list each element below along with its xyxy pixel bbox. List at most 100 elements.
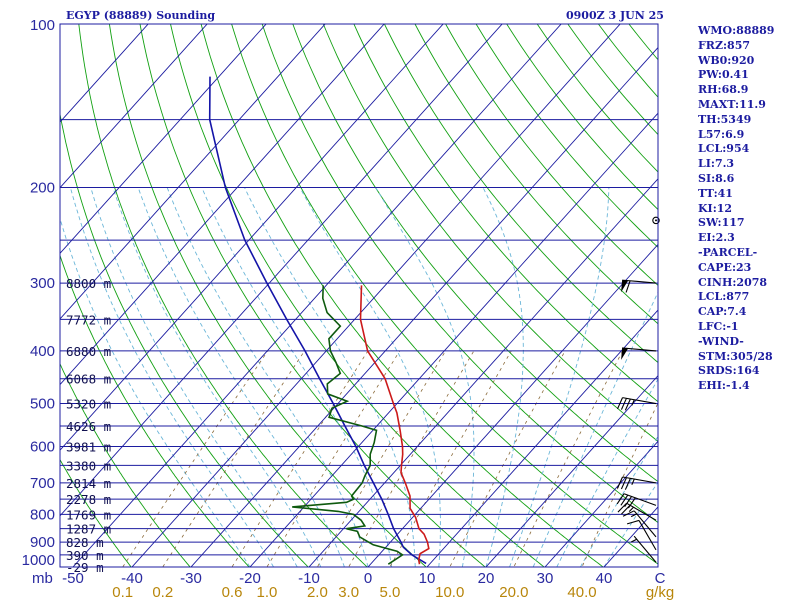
height-label: 390 m [66, 548, 104, 563]
wind-section-heading: -WIND- [698, 334, 744, 348]
plot-background [60, 24, 658, 567]
temperature-line [359, 285, 430, 565]
dewpoint-line [292, 285, 404, 565]
wind-barb [652, 216, 660, 225]
index-cap: CAP:7.4 [698, 305, 747, 319]
mixing-ratio-label: 40.0 [567, 584, 596, 600]
dry-adiabat [231, 24, 658, 565]
dry-adiabat [414, 24, 658, 325]
valid-time: 0900Z 3 JUN 25 [566, 9, 664, 22]
pressure-tick-label: 800 [30, 506, 55, 523]
temperature-tick-label: -10 [298, 570, 320, 587]
moist-adiabat [532, 291, 658, 567]
height-label: 1287 m [66, 522, 111, 537]
height-label: 8800 m [66, 276, 111, 291]
dry-adiabat [292, 24, 658, 483]
index-cape: CAPE:23 [698, 260, 752, 274]
temperature-tick-label: -20 [239, 570, 261, 587]
isotherm-line [60, 24, 326, 320]
barb-full-feather [617, 502, 627, 513]
barb-full-feather [627, 497, 636, 509]
barb-half-feather [630, 538, 637, 543]
barb-shaft [622, 476, 657, 484]
barb-full-feather [624, 398, 631, 411]
index-sw: SW:117 [698, 216, 745, 230]
mixing-ratio-label: 0.2 [152, 584, 173, 600]
pressure-tick-label: 400 [30, 343, 55, 360]
temperature-tick-label: 10 [419, 570, 436, 587]
temperature-tick-label: 30 [537, 570, 554, 587]
barb-shaft [626, 502, 657, 521]
barb-half-feather [630, 513, 637, 518]
index-si: SI:8.6 [698, 171, 735, 185]
height-label: 4626 m [66, 419, 111, 434]
barb-full-feather [624, 496, 633, 508]
index-ei: EI:2.3 [698, 231, 735, 245]
calm-wind-marker [652, 216, 660, 225]
isotherm-line [60, 24, 267, 254]
dry-adiabat [770, 12, 800, 579]
dry-adiabat [261, 24, 658, 524]
mixing-ratio-line [581, 402, 658, 567]
height-label: 2278 m [66, 492, 111, 507]
temperature-tick-label: -30 [180, 570, 202, 587]
mixing-ratio-line [162, 350, 305, 567]
dry-adiabat [60, 458, 132, 567]
wind-barb [621, 279, 657, 293]
mixing-ratio-line [348, 350, 475, 567]
index-maxt: MAXT:11.9 [698, 97, 766, 111]
isotherm-line [308, 178, 658, 567]
pressure-tick-label: 1000 [22, 552, 55, 569]
mixing-ratio-line [389, 350, 512, 567]
mixing-ratio-line [266, 350, 401, 567]
temperature-tick-label: -40 [121, 570, 143, 587]
index-tt: TT:41 [698, 186, 733, 200]
index-lfc: LFC:-1 [698, 319, 739, 333]
mixing-ratio-line [316, 350, 446, 567]
index-wb0: WB0:920 [698, 53, 755, 67]
index-th: TH:5349 [698, 112, 752, 126]
index-ki: KI:12 [698, 201, 733, 215]
temperature-unit-label: C [655, 570, 666, 587]
height-label: 1769 m [66, 507, 111, 522]
mixing-ratio-label: 3.0 [338, 584, 359, 600]
moist-adiabat [69, 187, 274, 567]
background-lines [60, 12, 800, 579]
isotherm-line [60, 24, 208, 189]
parcel-line [208, 76, 427, 565]
barb-shaft [622, 397, 657, 405]
height-label: 828 m [66, 535, 104, 550]
wind-barb [626, 519, 657, 551]
barb-full-feather [620, 477, 627, 490]
index-frz: FRZ:857 [698, 38, 751, 52]
index-ehi: EHI:-1.4 [698, 379, 750, 393]
dry-adiabat [108, 24, 427, 567]
height-label: 6880 m [66, 344, 111, 359]
pressure-tick-label: 300 [30, 275, 55, 292]
barb-shaft [633, 510, 657, 538]
pressure-tick-label: 500 [30, 396, 55, 413]
barb-flag [621, 280, 629, 293]
barb-shaft [638, 520, 657, 551]
barb-half-feather [631, 478, 635, 485]
isotherm-line [249, 112, 658, 567]
isotherm-line [131, 24, 621, 567]
pressure-tick-label: 700 [30, 475, 55, 492]
mixing-ratio-label: 0.6 [222, 584, 243, 600]
index-parcel-lcl: LCL:877 [698, 290, 750, 304]
station-title: EGYP (88889) Sounding [66, 9, 216, 22]
isotherm-line [60, 24, 503, 517]
barb-half-feather [628, 506, 634, 513]
mixing-ratio-line [231, 350, 369, 567]
barb-full-feather [620, 494, 629, 506]
isotherm-line [426, 309, 658, 567]
dry-adiabat [60, 111, 309, 567]
plot-frame [59, 23, 659, 568]
barb-flag [621, 347, 629, 360]
barb-full-feather [626, 519, 640, 525]
barb-full-feather [620, 398, 627, 410]
index-l57: L57:6.9 [698, 127, 745, 141]
isotherm-line [190, 46, 658, 567]
wind-barb [630, 535, 657, 563]
